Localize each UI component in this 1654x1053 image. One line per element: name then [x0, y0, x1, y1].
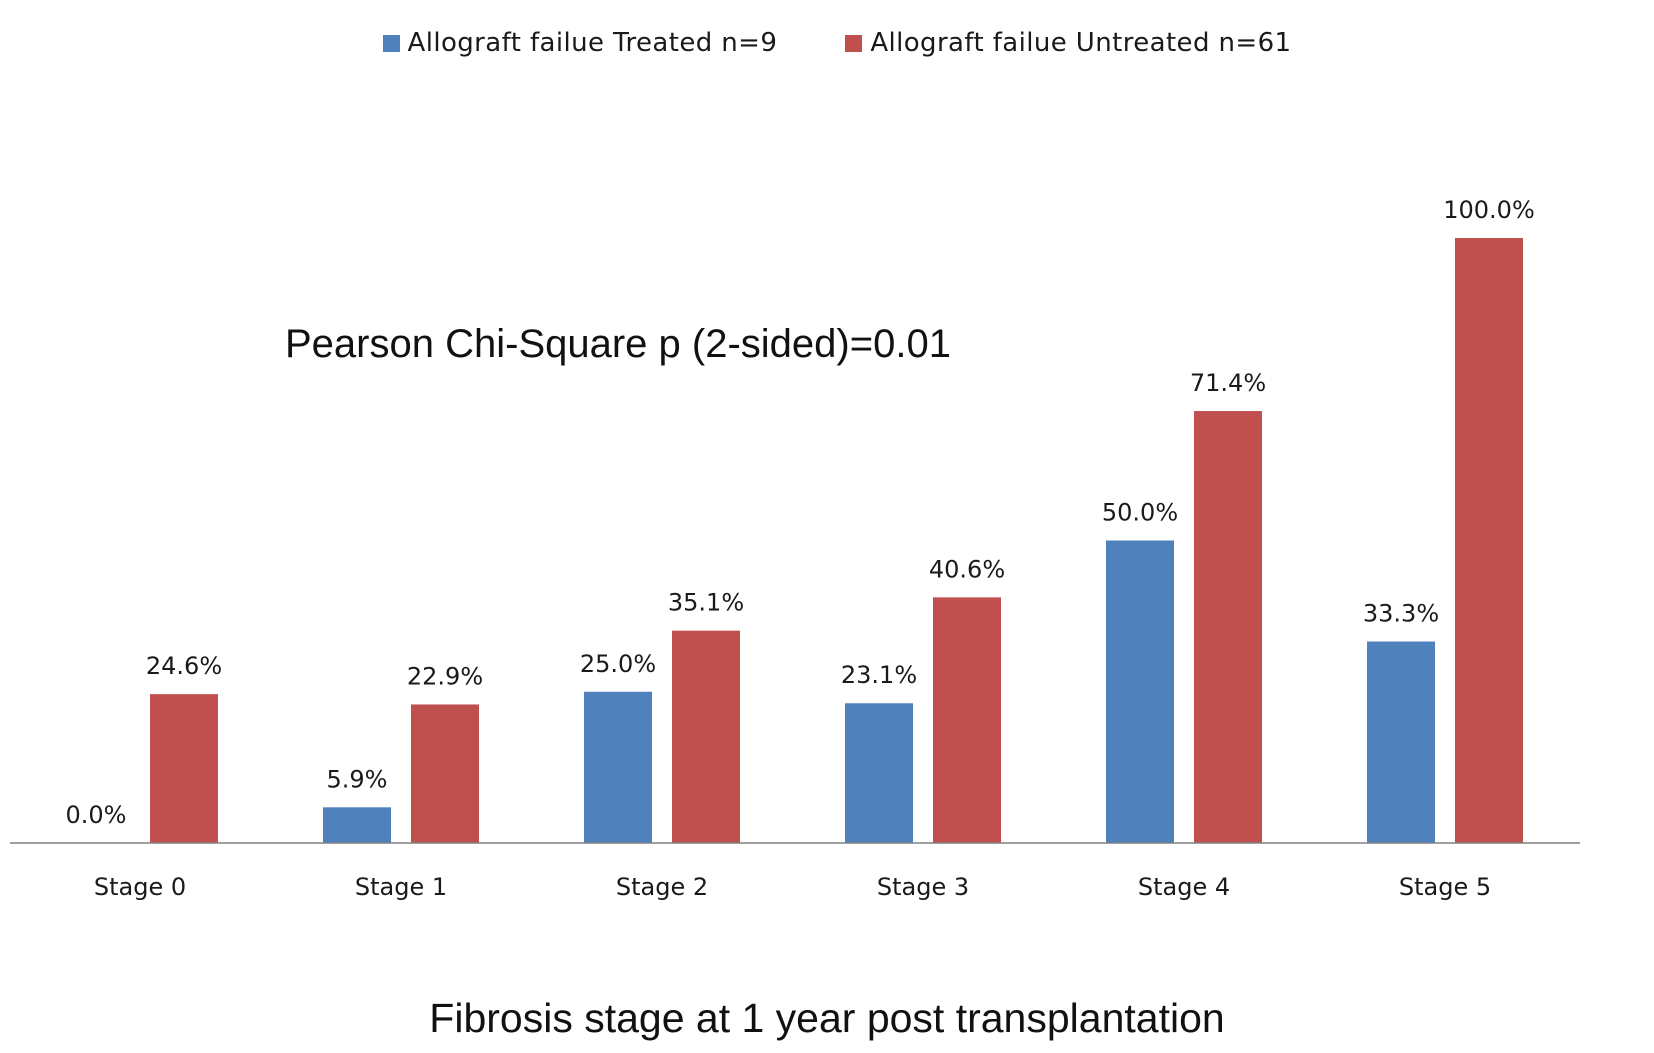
data-label-treated-4: 50.0% — [1102, 499, 1178, 527]
x-tick-label-3: Stage 3 — [877, 873, 969, 901]
bar-treated-3 — [845, 703, 913, 843]
bar-treated-5 — [1367, 641, 1435, 843]
data-label-treated-2: 25.0% — [580, 650, 656, 678]
data-label-untreated-2: 35.1% — [668, 589, 744, 617]
statistic-annotation: Pearson Chi-Square p (2-sided)=0.01 — [285, 322, 951, 366]
legend: Allograft failue Treated n=9 Allograft f… — [0, 28, 1654, 58]
bar-untreated-5 — [1455, 238, 1523, 843]
x-axis-title: Fibrosis stage at 1 year post transplant… — [429, 995, 1225, 1041]
x-tick-label-2: Stage 2 — [616, 873, 708, 901]
bar-treated-2 — [584, 691, 652, 843]
x-tick-label-0: Stage 0 — [94, 873, 186, 901]
legend-item-untreated: Allograft failue Untreated n=61 — [845, 28, 1291, 58]
legend-swatch-treated — [382, 34, 400, 52]
data-label-treated-0: 0.0% — [66, 801, 127, 829]
data-label-untreated-0: 24.6% — [146, 652, 222, 680]
data-label-untreated-5: 100.0% — [1443, 196, 1535, 224]
x-tick-label-1: Stage 1 — [355, 873, 447, 901]
x-tick-label-5: Stage 5 — [1399, 873, 1491, 901]
bar-untreated-2 — [672, 630, 740, 843]
bar-treated-4 — [1106, 540, 1174, 843]
x-tick-label-4: Stage 4 — [1138, 873, 1230, 901]
legend-label-treated: Allograft failue Treated n=9 — [407, 28, 778, 58]
data-label-untreated-4: 71.4% — [1190, 369, 1266, 397]
bar-treated-1 — [323, 807, 391, 843]
bar-untreated-3 — [933, 597, 1001, 843]
data-label-untreated-1: 22.9% — [407, 662, 483, 690]
legend-label-untreated: Allograft failue Untreated n=61 — [870, 28, 1292, 58]
bar-untreated-0 — [150, 694, 218, 843]
legend-swatch-untreated — [845, 34, 863, 52]
legend-item-treated: Allograft failue Treated n=9 — [382, 28, 778, 58]
bar-untreated-4 — [1194, 411, 1262, 843]
data-label-untreated-3: 40.6% — [929, 555, 1005, 583]
data-label-treated-5: 33.3% — [1363, 600, 1439, 628]
bar-untreated-1 — [411, 704, 479, 843]
data-label-treated-1: 5.9% — [327, 765, 388, 793]
data-label-treated-3: 23.1% — [841, 661, 917, 689]
